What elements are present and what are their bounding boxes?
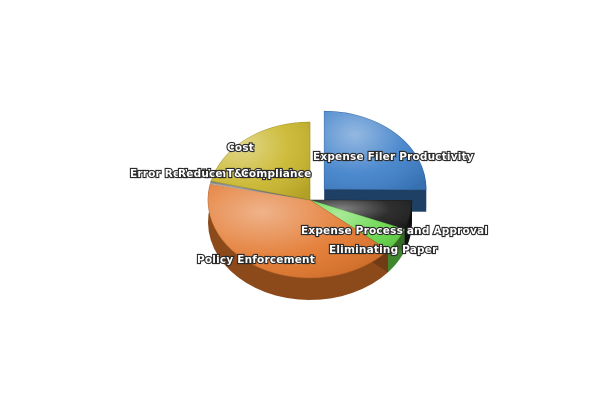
slice-label-eliminating-paper: Eliminating Paper — [329, 244, 438, 256]
slice-label-cost: Cost — [227, 142, 254, 154]
slice-label-policy-enforcement: Policy Enforcement — [197, 254, 315, 266]
slice-label-expense-filer-productivity: Expense Filer Productivity — [313, 151, 474, 163]
slice-label-compliance: Compliance — [241, 168, 311, 180]
slice-label-expense-process-and-approval: Expense Process and Approval — [301, 225, 488, 237]
slice-label-reduce-t-e-spend: Reduce T&E Spend — [178, 168, 293, 180]
slice-label-error-reduction: Error Reduction — [130, 168, 226, 180]
